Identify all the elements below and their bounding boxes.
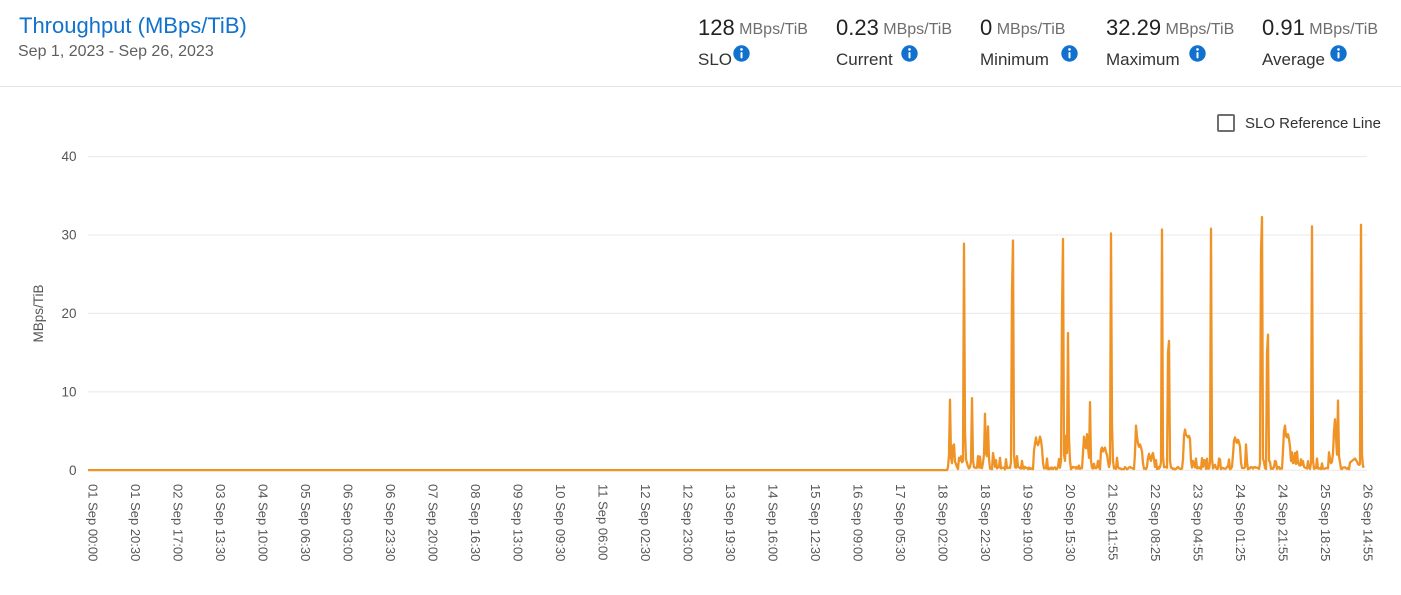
svg-text:12 Sep 02:30: 12 Sep 02:30 (638, 484, 653, 561)
svg-text:11 Sep 06:00: 11 Sep 06:00 (596, 484, 611, 560)
svg-text:01 Sep 00:00: 01 Sep 00:00 (86, 484, 101, 561)
svg-text:06 Sep 03:00: 06 Sep 03:00 (341, 484, 356, 561)
svg-text:21 Sep 11:55: 21 Sep 11:55 (1106, 484, 1121, 560)
svg-text:06 Sep 23:30: 06 Sep 23:30 (383, 484, 398, 561)
svg-text:23 Sep 04:55: 23 Sep 04:55 (1191, 484, 1206, 561)
svg-text:0: 0 (69, 463, 77, 478)
svg-text:30: 30 (61, 228, 76, 243)
svg-text:10 Sep 09:30: 10 Sep 09:30 (553, 484, 568, 561)
svg-text:02 Sep 17:00: 02 Sep 17:00 (171, 484, 186, 561)
svg-text:24 Sep 01:25: 24 Sep 01:25 (1233, 484, 1248, 561)
svg-text:18 Sep 02:00: 18 Sep 02:00 (936, 484, 951, 561)
svg-text:14 Sep 16:00: 14 Sep 16:00 (766, 484, 781, 561)
svg-text:07 Sep 20:00: 07 Sep 20:00 (426, 484, 441, 561)
svg-text:40: 40 (61, 149, 76, 164)
svg-text:MBps/TiB: MBps/TiB (31, 284, 46, 342)
svg-text:24 Sep 21:55: 24 Sep 21:55 (1276, 484, 1291, 561)
svg-text:01 Sep 20:30: 01 Sep 20:30 (128, 484, 143, 561)
svg-text:09 Sep 13:00: 09 Sep 13:00 (511, 484, 526, 561)
svg-text:04 Sep 10:00: 04 Sep 10:00 (256, 484, 271, 561)
svg-text:20: 20 (61, 306, 76, 321)
svg-text:26 Sep 14:55: 26 Sep 14:55 (1361, 484, 1376, 561)
svg-text:19 Sep 19:00: 19 Sep 19:00 (1021, 484, 1036, 561)
svg-text:25 Sep 18:25: 25 Sep 18:25 (1318, 484, 1333, 561)
svg-text:08 Sep 16:30: 08 Sep 16:30 (468, 484, 483, 561)
svg-text:03 Sep 13:30: 03 Sep 13:30 (213, 484, 228, 561)
svg-text:17 Sep 05:30: 17 Sep 05:30 (893, 484, 908, 561)
svg-text:05 Sep 06:30: 05 Sep 06:30 (298, 484, 313, 561)
svg-text:20 Sep 15:30: 20 Sep 15:30 (1063, 484, 1078, 561)
svg-text:12 Sep 23:00: 12 Sep 23:00 (681, 484, 696, 561)
svg-text:13 Sep 19:30: 13 Sep 19:30 (723, 484, 738, 561)
svg-text:22 Sep 08:25: 22 Sep 08:25 (1148, 484, 1163, 561)
svg-text:15 Sep 12:30: 15 Sep 12:30 (808, 484, 823, 561)
svg-text:18 Sep 22:30: 18 Sep 22:30 (978, 484, 993, 561)
svg-text:16 Sep 09:00: 16 Sep 09:00 (851, 484, 866, 561)
svg-text:10: 10 (61, 384, 76, 399)
